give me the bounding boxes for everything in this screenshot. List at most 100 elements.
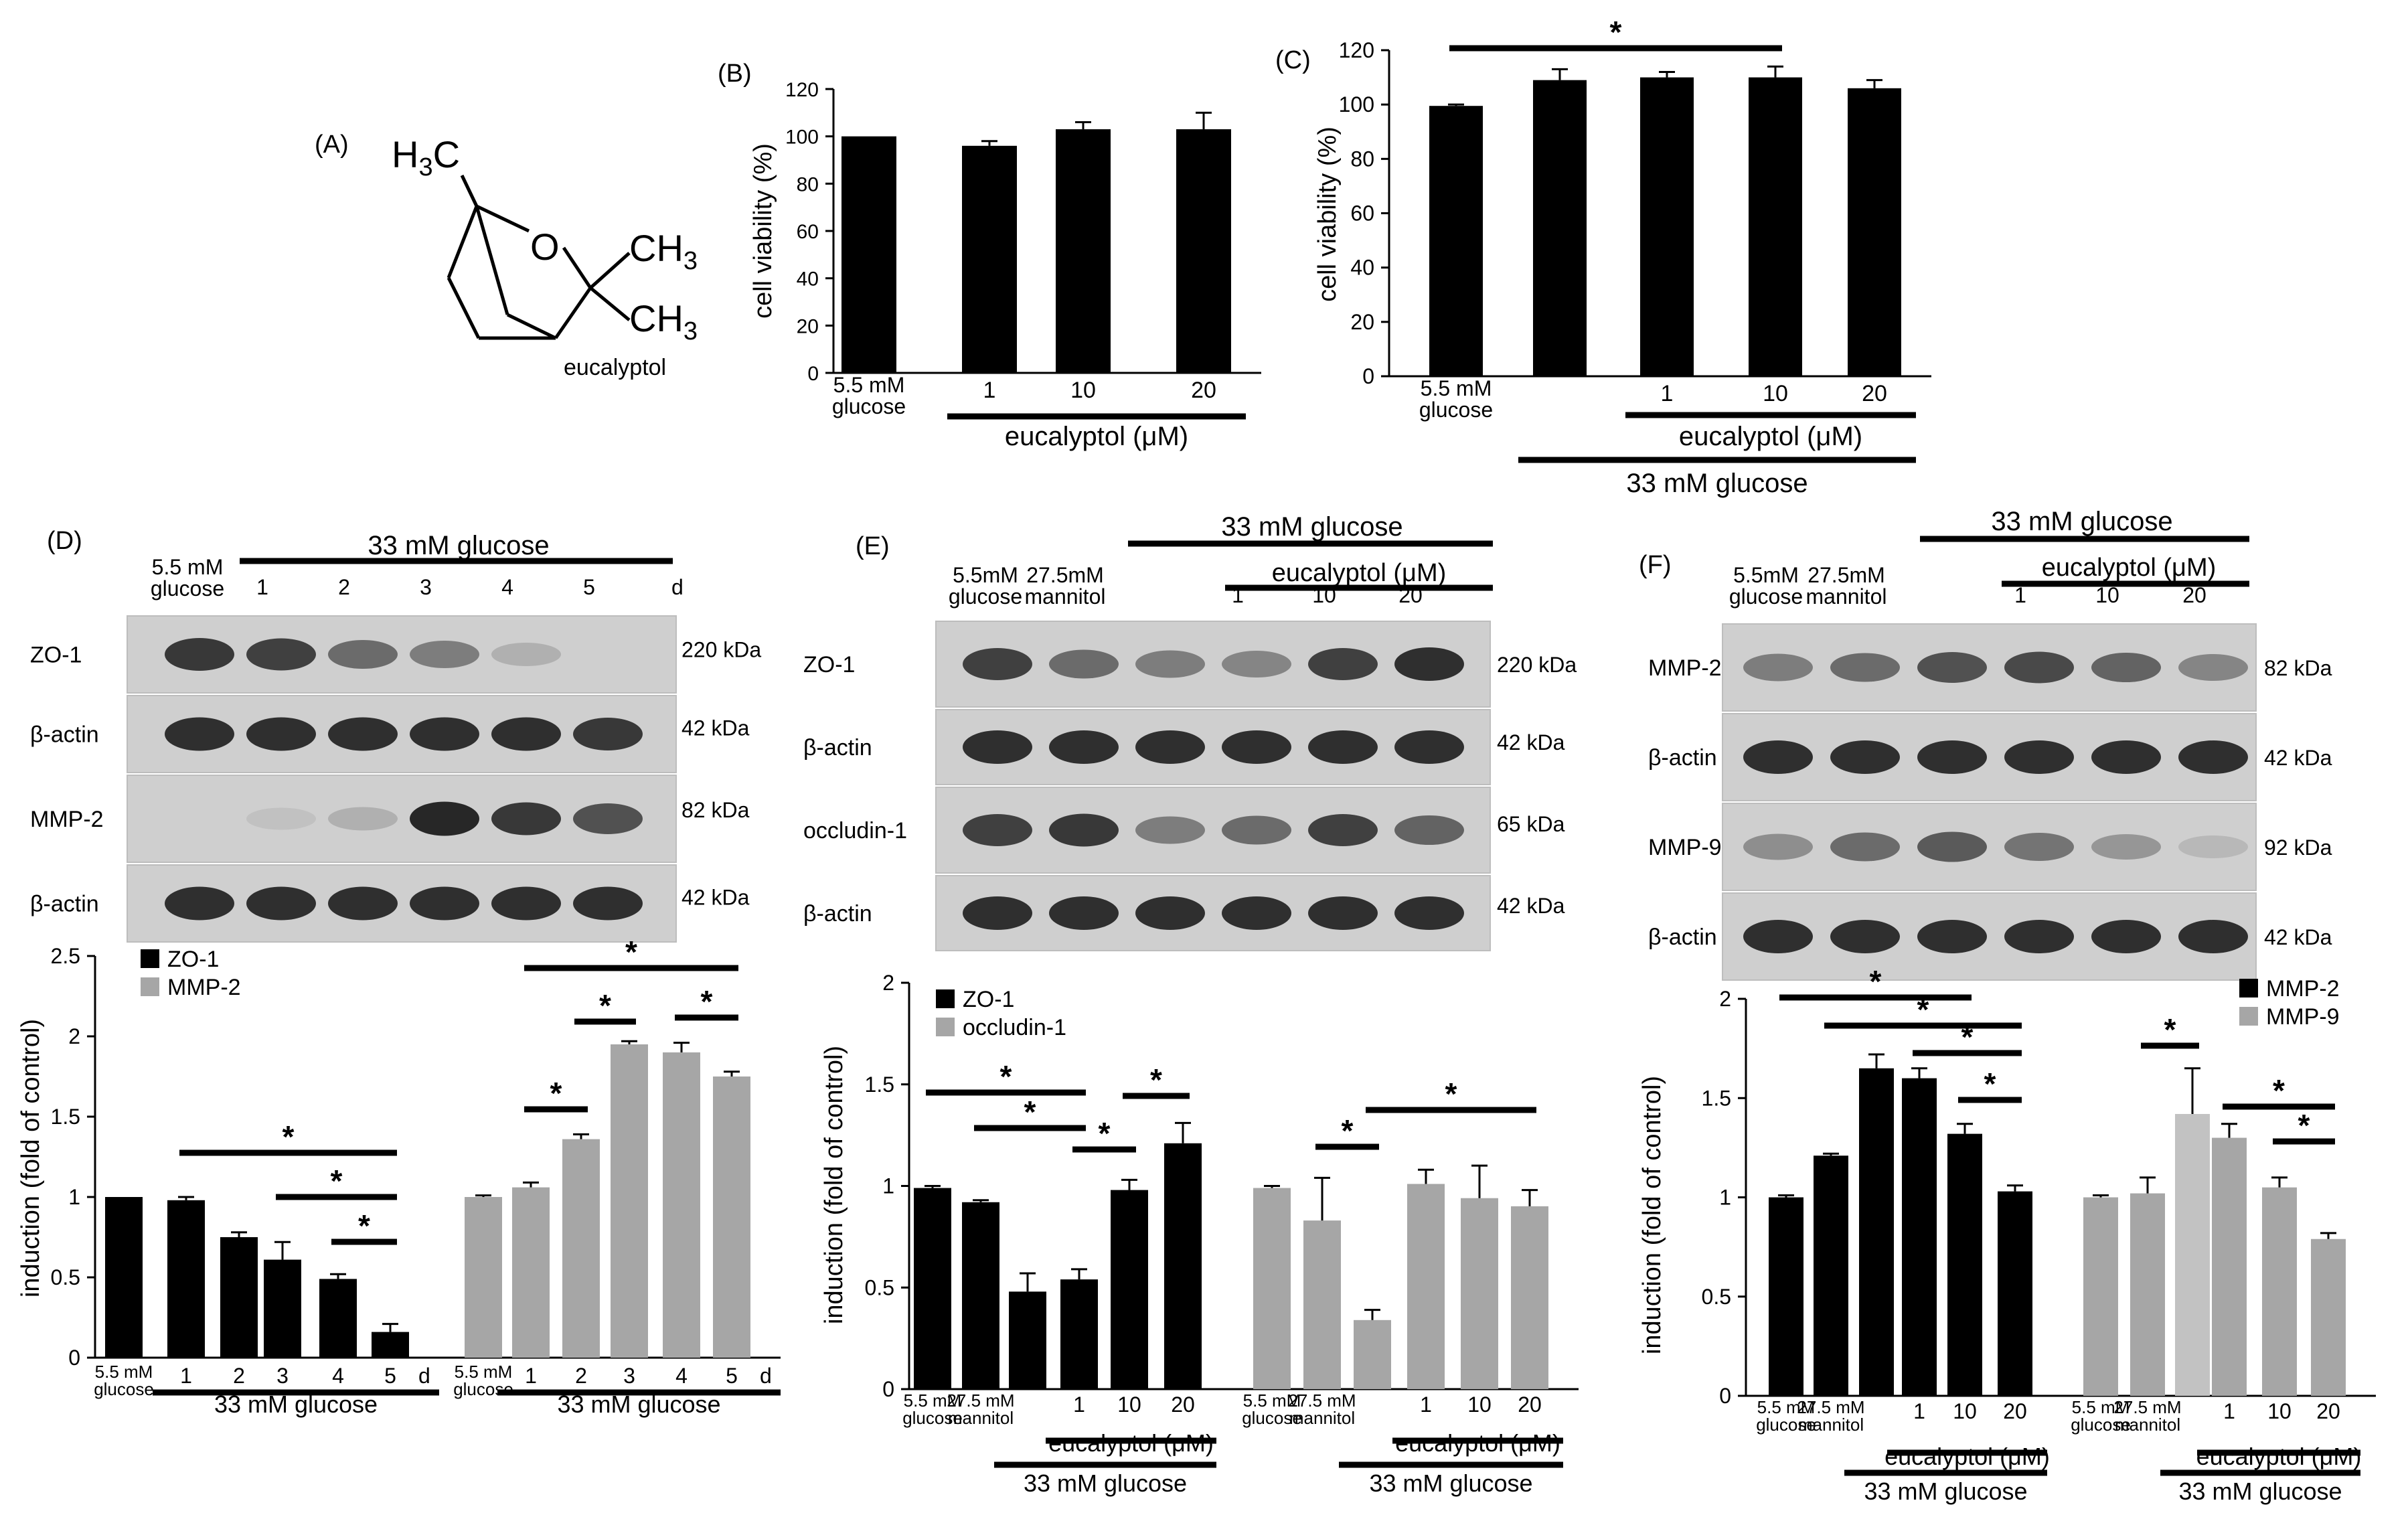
chart-F-significance-star: * [1984,1066,1996,1101]
chart-D-bar [512,1187,550,1358]
chart-F-category-label: 5.5 mM glucose [1756,1397,1816,1435]
chart-F-significance-star: * [2273,1073,2285,1108]
blot-band [573,718,643,750]
blot-band [1135,896,1205,930]
chart-C-y-tick-label: 40 [1350,256,1374,280]
blot-band [1308,814,1378,846]
chart-F-bar [1947,1133,1982,1396]
chart-C-category-label: 5.5 mM glucose [1419,376,1493,422]
chart-E-bar [1164,1143,1202,1389]
blot-band [165,886,234,921]
blot-e-lane-label: 10 [1312,583,1336,607]
panel-label-a: (A) [315,131,349,159]
chart-E-bar [1407,1184,1445,1389]
chart-D-y-tick-label: 2.5 [51,944,80,968]
blot-f-lane-label: 20 [2182,583,2206,607]
chart-D-bar [264,1259,301,1358]
blot-d-lane-label: 3 [420,575,432,599]
chart-C-bar [1429,106,1483,376]
blot-d-lane-label: 2 [338,575,350,599]
chart-F-y-tick-label: 1 [1719,1186,1731,1210]
chart-F-y-label: induction (fold of control) [1638,1076,1666,1354]
blot-e-kda-label: 42 kDa [1497,894,1565,918]
blot-band [1308,730,1378,764]
chart-B-category-label: 10 [1070,378,1096,403]
chart-F-significance-star: * [1917,992,1929,1027]
chart-F-bar [1859,1068,1894,1396]
blot-band [963,814,1032,846]
blot-band [1394,815,1464,845]
chart-E-category-label: 1 [1073,1392,1085,1417]
chart-F-bar [2175,1113,2210,1396]
blot-band [1917,740,1987,774]
blot-band [246,886,316,921]
chart-C-group-label: 33 mM glucose [1626,469,1808,498]
blot-band [165,638,234,671]
chart-C-bar [1848,88,1901,377]
chart-E-category-label: 5.5 mM glucose [902,1390,963,1428]
chart-E-category-label: 1 [1420,1392,1432,1417]
chart-E-significance-star: * [1000,1059,1012,1094]
blot-d-row-label: β-actin [30,892,99,917]
chart-D-y-label: induction (fold of control) [17,1019,45,1297]
blot-e-row-label: ZO-1 [803,652,855,677]
chart-C-y-tick-label: 0 [1362,364,1374,388]
chart-F-significance-star: * [2164,1012,2176,1047]
chart-D-category-label: 2 [233,1364,245,1388]
chart-D-significance-star: * [358,1208,370,1243]
chart-F-bar [1998,1191,2032,1396]
chart-E-category-label: 20 [1171,1392,1195,1417]
blot-band [246,807,316,830]
blot-band [491,643,561,666]
blot-f-row-label: β-actin [1648,925,1717,950]
chart-F-category-label: 27.5 mM mannitol [2113,1397,2181,1435]
chart-B-group-label: eucalyptol (μM) [1005,422,1188,451]
blot-d-row-label: MMP-2 [30,807,104,832]
molecule-ch3-label-top: CH3 [629,227,698,275]
chart-B-bar [962,145,1017,374]
blot-band [165,717,234,751]
chart-D-bar [105,1197,143,1358]
chart-E-y-tick-label: 2 [882,971,894,995]
chart-E-significance-star: * [1342,1113,1354,1148]
chart-D-significance-star: * [331,1164,343,1198]
eucalyptol-structure [447,174,631,340]
chart-E-significance-star: * [1445,1076,1457,1111]
blot-band [2178,835,2248,858]
blot-band [2178,740,2248,774]
chart-D-category-label: 5 [384,1364,396,1388]
chart-E-legend-label: occludin-1 [963,1015,1066,1040]
chart-D-category-label: 3 [276,1364,289,1388]
blot-f: 33 mM glucose eucalyptol (μM) 5.5mM glucose… [1648,507,2332,981]
blot-f-row-label: β-actin [1648,745,1717,771]
chart-B-y-tick-label: 40 [797,268,819,291]
chart-B-y-tick-label: 100 [785,127,819,149]
chart-D-category-label: 5 [726,1364,738,1388]
molecule-ch3-label-bottom: CH3 [629,297,698,345]
chart-F: 0 0.5 1 1.5 2 induction (fold of control) 5.5 … [1638,964,2376,1505]
chart-D-significance-star: * [550,1076,562,1111]
chart-D-group-label: 33 mM glucose [214,1390,378,1418]
chart-F-group-label: 33 mM glucose [1864,1478,2027,1505]
chart-E-significance-star: * [1150,1062,1162,1097]
panel-label-d: (D) [47,527,82,555]
blot-band [1743,920,1813,953]
chart-C-y-tick-label: 80 [1350,147,1374,171]
chart-E-group-label: eucalyptol (μM) [1048,1429,1214,1457]
blot-f-sub-label: eucalyptol (μM) [2042,554,2217,582]
blot-band [2091,834,2161,860]
chart-E-bar [1009,1291,1046,1389]
chart-B-bar [1056,129,1111,374]
blot-band [1222,815,1291,845]
blot-band [2091,653,2161,682]
western-blots: 33 mM glucose 5.5 mM glucose 1 2 3 4 5 d ZO-1 220 … [30,507,2332,981]
blot-band [1049,813,1119,847]
chart-D-category-label: 4 [332,1364,344,1388]
chart-F-category-label: 20 [2003,1399,2027,1423]
blot-d-lane-label: 5 [583,575,595,599]
chart-F-category-label: 10 [2267,1399,2292,1423]
chart-F-significance-star: * [1961,1020,1974,1054]
blot-band [1394,730,1464,764]
blot-band [246,717,316,751]
